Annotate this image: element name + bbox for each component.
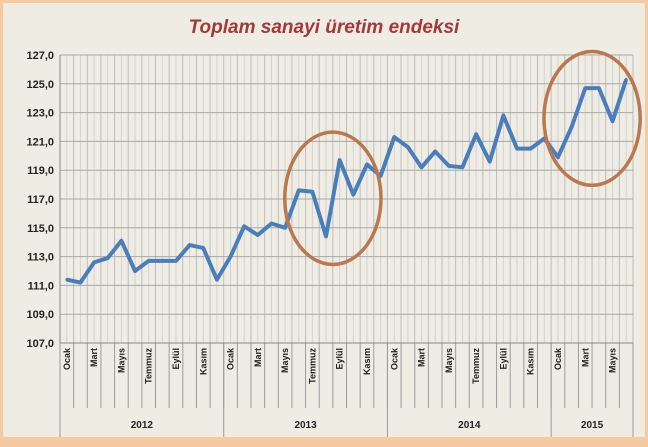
month-label: Mart bbox=[580, 348, 590, 367]
y-tick-label: 111,0 bbox=[28, 280, 54, 292]
data-point bbox=[215, 278, 219, 282]
month-label: Temmuz bbox=[471, 348, 481, 384]
month-label: Ocak bbox=[389, 347, 399, 370]
data-point bbox=[474, 132, 478, 136]
data-point bbox=[392, 135, 396, 139]
month-label: Mayıs bbox=[280, 348, 290, 373]
y-tick-label: 121,0 bbox=[26, 136, 54, 148]
month-label: Kasım bbox=[198, 348, 208, 375]
data-point bbox=[310, 190, 314, 194]
data-point bbox=[201, 246, 205, 250]
month-label: Mart bbox=[89, 348, 99, 367]
chart-title: Toplam sanayi üretim endeksi bbox=[188, 17, 460, 38]
data-point bbox=[447, 164, 451, 168]
y-tick-label: 113,0 bbox=[27, 252, 54, 264]
data-point bbox=[92, 260, 96, 264]
data-point bbox=[611, 119, 615, 123]
month-label: Ocak bbox=[62, 347, 72, 370]
y-tick-label: 109,0 bbox=[26, 309, 54, 321]
year-label: 2012 bbox=[131, 420, 154, 431]
highlight-ellipse bbox=[283, 130, 383, 267]
data-point bbox=[324, 234, 328, 238]
data-point bbox=[365, 162, 369, 166]
data-point bbox=[556, 155, 560, 159]
data-point bbox=[78, 281, 82, 285]
y-tick-label: 125,0 bbox=[26, 79, 54, 91]
month-label: Temmuz bbox=[144, 348, 154, 384]
data-point bbox=[229, 255, 233, 259]
month-label: Eylül bbox=[498, 348, 508, 370]
month-label: Mayıs bbox=[444, 348, 454, 373]
data-point bbox=[597, 86, 601, 90]
data-point bbox=[242, 224, 246, 228]
data-point bbox=[515, 147, 519, 151]
data-point bbox=[570, 125, 574, 129]
year-label: 2014 bbox=[458, 420, 481, 431]
data-point bbox=[160, 259, 164, 263]
data-point bbox=[351, 193, 355, 197]
year-label: 2013 bbox=[294, 420, 317, 431]
data-point bbox=[338, 158, 342, 162]
data-point bbox=[297, 188, 301, 192]
month-label: Mart bbox=[417, 348, 427, 367]
data-point bbox=[529, 147, 533, 151]
data-point bbox=[460, 165, 464, 169]
data-point bbox=[269, 221, 273, 225]
month-label: Eylül bbox=[171, 348, 181, 370]
series-line bbox=[66, 78, 629, 285]
month-label: Mayıs bbox=[116, 348, 126, 373]
y-tick-label: 115,0 bbox=[27, 223, 54, 235]
data-point bbox=[106, 256, 110, 260]
month-label: Temmuz bbox=[307, 348, 317, 384]
month-label: Mart bbox=[253, 348, 263, 367]
highlight-ellipse bbox=[542, 49, 642, 187]
data-point bbox=[488, 160, 492, 164]
year-label: 2015 bbox=[581, 420, 604, 431]
data-point bbox=[188, 243, 192, 247]
y-tick-label: 127,0 bbox=[26, 50, 54, 62]
data-point bbox=[583, 86, 587, 90]
y-tick-label: 119,0 bbox=[27, 165, 54, 177]
data-point bbox=[501, 113, 505, 117]
data-point bbox=[624, 77, 628, 81]
month-label: Mayıs bbox=[608, 348, 618, 373]
data-point bbox=[119, 239, 123, 243]
y-tick-label: 117,0 bbox=[27, 194, 54, 206]
data-point bbox=[433, 149, 437, 153]
data-point bbox=[420, 165, 424, 169]
data-point bbox=[133, 269, 137, 273]
data-point bbox=[256, 233, 260, 237]
month-label: Kasım bbox=[362, 348, 372, 375]
month-label: Ocak bbox=[553, 347, 563, 370]
data-point bbox=[147, 259, 151, 263]
month-label: Ocak bbox=[226, 347, 236, 370]
data-point bbox=[65, 278, 69, 282]
month-label: Eylül bbox=[335, 348, 345, 370]
month-label: Kasım bbox=[526, 348, 536, 375]
y-tick-label: 107,0 bbox=[26, 338, 54, 350]
data-point bbox=[406, 145, 410, 149]
y-tick-label: 123,0 bbox=[26, 108, 54, 120]
data-point bbox=[174, 259, 178, 263]
data-point bbox=[283, 226, 287, 230]
line-chart: 107,0 109,0 111,0 113,0 115,0 117,0 119,0 121,0… bbox=[26, 49, 642, 437]
